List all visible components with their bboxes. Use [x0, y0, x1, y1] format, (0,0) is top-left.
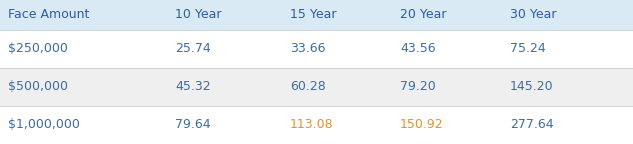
Bar: [0, 106, 633, 144]
Text: 79.64: 79.64: [175, 119, 211, 131]
Text: 33.66: 33.66: [290, 42, 325, 55]
Bar: [0, 0, 633, 30]
Text: 150.92: 150.92: [400, 119, 444, 131]
Text: 45.32: 45.32: [175, 80, 211, 93]
Text: 15 Year: 15 Year: [290, 8, 337, 21]
Text: $500,000: $500,000: [8, 80, 68, 93]
Text: 25.74: 25.74: [175, 42, 211, 55]
Text: 43.56: 43.56: [400, 42, 436, 55]
Bar: [0, 68, 633, 106]
Text: 113.08: 113.08: [290, 119, 334, 131]
Text: 145.20: 145.20: [510, 80, 554, 93]
Text: 79.20: 79.20: [400, 80, 436, 93]
Text: $250,000: $250,000: [8, 42, 68, 55]
Text: 30 Year: 30 Year: [510, 8, 556, 21]
Text: 75.24: 75.24: [510, 42, 546, 55]
Text: $1,000,000: $1,000,000: [8, 119, 80, 131]
Text: 277.64: 277.64: [510, 119, 554, 131]
Text: 60.28: 60.28: [290, 80, 326, 93]
Text: 10 Year: 10 Year: [175, 8, 222, 21]
Text: Face Amount: Face Amount: [8, 8, 89, 21]
Text: 20 Year: 20 Year: [400, 8, 446, 21]
Bar: [0, 30, 633, 68]
